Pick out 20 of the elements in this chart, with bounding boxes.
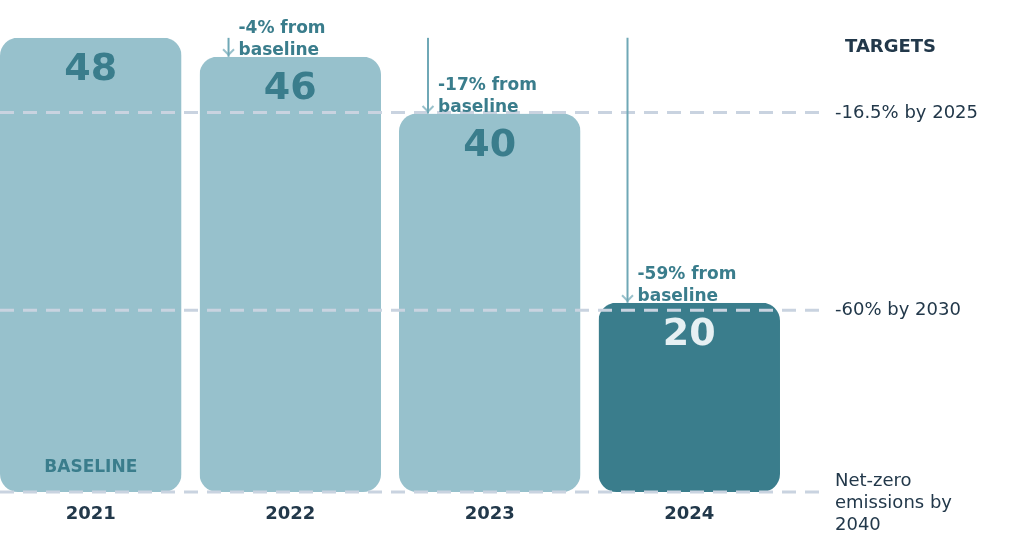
bar bbox=[598, 302, 780, 492]
annotation: -59% from baseline bbox=[637, 262, 737, 305]
text: TARGETS bbox=[845, 35, 936, 56]
bar bbox=[0, 37, 182, 492]
ref-line-label: Net-zero emissions by 2040 bbox=[835, 469, 953, 534]
data-label: 48 bbox=[64, 44, 118, 89]
bar bbox=[199, 56, 382, 492]
annotation: -17% from baseline bbox=[438, 73, 537, 116]
data-label: 40 bbox=[463, 120, 517, 165]
data-label: 20 bbox=[662, 309, 716, 354]
bar bbox=[398, 113, 581, 492]
x-tick-label: 2024 bbox=[664, 501, 715, 523]
ref-line-label: -60% by 2030 bbox=[835, 298, 961, 320]
x-tick-label: 2021 bbox=[65, 501, 116, 523]
annotation: BASELINE bbox=[44, 456, 138, 476]
annotation: -4% from baseline bbox=[238, 16, 326, 59]
x-tick-label: 2023 bbox=[464, 501, 515, 523]
data-label: 46 bbox=[263, 63, 317, 108]
ref-line-label: -16.5% by 2025 bbox=[835, 100, 979, 122]
x-tick-label: 2022 bbox=[265, 501, 316, 523]
